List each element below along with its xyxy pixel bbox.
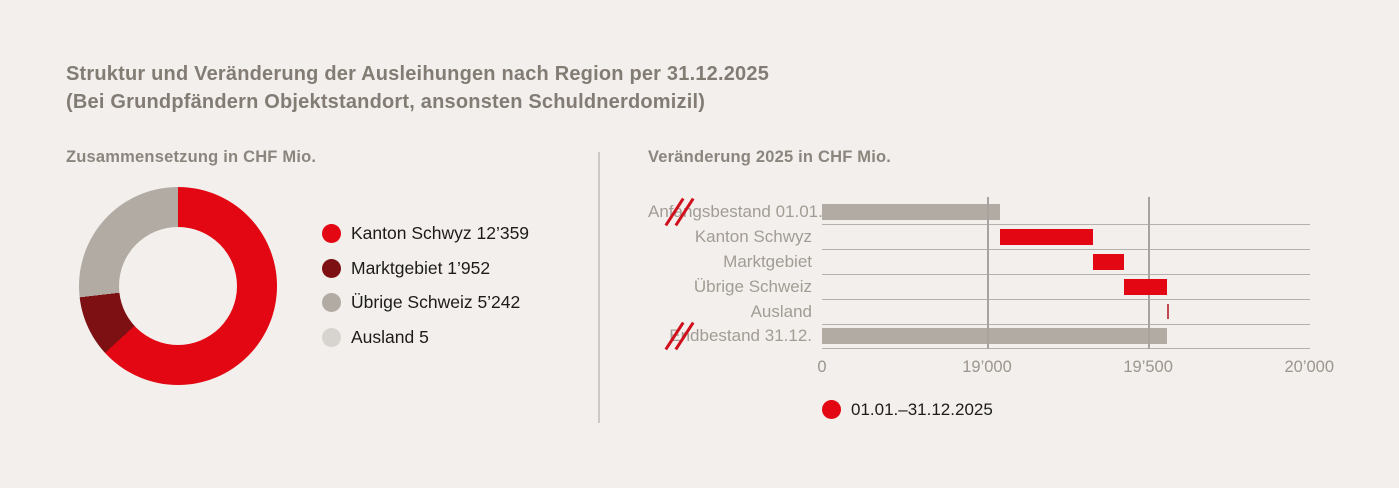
donut-chart (79, 187, 277, 385)
legend-item: Marktgebiet 1’952 (322, 257, 529, 278)
axis-tick-label: 20’000 (1284, 358, 1335, 376)
legend-swatch-icon (322, 224, 341, 243)
legend-item: Kanton Schwyz 12’359 (322, 223, 530, 243)
legend-item: Ausland 5 (322, 326, 529, 347)
waterfall-row-label: Endbestand 31.12. (669, 326, 812, 346)
row-gridline (822, 323, 1310, 325)
row-gridline (822, 273, 1310, 275)
donut-panel-title: Zusammensetzung in CHF Mio. (66, 148, 317, 166)
legend-swatch-icon (822, 400, 841, 419)
axis-gridline (1148, 197, 1150, 349)
waterfall-bar (1093, 254, 1124, 270)
legend-swatch-icon (322, 293, 341, 312)
page-title-line1: Struktur und Veränderung der Ausleihunge… (66, 63, 770, 85)
waterfall-bar (1123, 278, 1167, 295)
axis-tick-label: 0 (817, 358, 827, 376)
waterfall-row-label: Kanton Schwyz (694, 227, 812, 247)
axis-tick-label: 19’000 (962, 358, 1012, 376)
donut-legend: Kanton Schwyz 12’359 Marktgebiet 1’952 Übr… (322, 223, 530, 362)
waterfall-row-label: Marktgebiet (723, 252, 812, 271)
waterfall-row-label: Ausland (750, 301, 812, 321)
legend-swatch-icon (322, 258, 341, 278)
waterfall-chart: Anfangsbestand 01.01. Kanton Schwyz Marktg… (648, 197, 1348, 438)
panel-divider (598, 152, 600, 423)
legend-swatch-icon (322, 327, 341, 347)
waterfall-row-label: Übrige Schweiz (693, 276, 812, 296)
waterfall-bar-tick (1166, 304, 1170, 320)
axis-tick-label: 19’500 (1123, 358, 1173, 376)
legend-label: Ausland 5 (351, 326, 429, 347)
donut-hole (119, 227, 237, 345)
legend-item: Übrige Schweiz 5’242 (322, 292, 529, 312)
waterfall-row-label: Anfangsbestand 01.01. (648, 202, 823, 222)
legend-label: Übrige Schweiz 5’242 (351, 292, 521, 312)
row-gridline (822, 298, 1310, 300)
waterfall-bar (999, 229, 1094, 246)
legend-label: 01.01.–31.12.2025 (851, 399, 993, 419)
row-gridline (822, 224, 1310, 226)
waterfall-legend: 01.01.–31.12.2025 (822, 400, 993, 419)
page-title: Struktur und Veränderung der Ausleihunge… (66, 60, 769, 116)
legend-label: Marktgebiet 1’952 (351, 257, 491, 278)
waterfall-bar (822, 204, 1000, 221)
row-gridline (822, 249, 1310, 251)
page-title-line2: (Bei Grundpfändern Objektstandort, anson… (66, 91, 706, 113)
row-gridline (822, 348, 1310, 350)
waterfall-bar (822, 328, 1167, 345)
waterfall-panel-title: Veränderung 2025 in CHF Mio. (648, 148, 892, 166)
legend-label: Kanton Schwyz 12’359 (351, 223, 530, 243)
axis-gridline (987, 197, 989, 349)
